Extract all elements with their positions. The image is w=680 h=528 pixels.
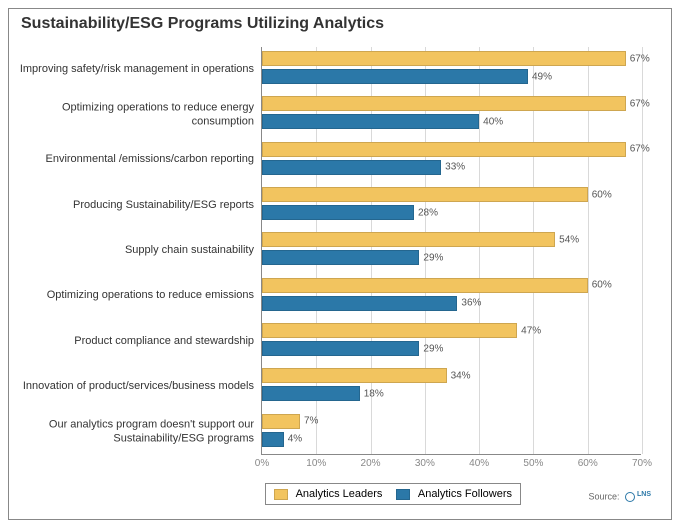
bar-followers: 18% xyxy=(262,386,360,401)
category-row: Innovation of product/services/business … xyxy=(262,364,641,409)
x-tick-label: 60% xyxy=(578,458,598,469)
bar-leaders: 67% xyxy=(262,51,626,66)
legend-label-followers: Analytics Followers xyxy=(418,488,512,500)
bar-fill xyxy=(262,323,517,338)
category-label: Improving safety/risk management in oper… xyxy=(18,63,262,77)
bar-followers: 4% xyxy=(262,432,284,447)
legend-item-leaders: Analytics Leaders xyxy=(274,488,382,500)
category-row: Improving safety/risk management in oper… xyxy=(262,47,641,92)
lns-logo-icon: LNS xyxy=(625,491,653,503)
bar-leaders: 67% xyxy=(262,142,626,157)
bar-fill xyxy=(262,341,419,356)
bar-value-label: 18% xyxy=(364,388,384,399)
category-label: Supply chain sustainability xyxy=(18,244,262,258)
bar-value-label: 67% xyxy=(630,144,650,155)
category-row: Optimizing operations to reduce emission… xyxy=(262,274,641,319)
bar-followers: 29% xyxy=(262,250,419,265)
chart-title: Sustainability/ESG Programs Utilizing An… xyxy=(21,15,384,33)
x-tick-label: 0% xyxy=(255,458,269,469)
legend-swatch-followers xyxy=(396,489,410,500)
bar-fill xyxy=(262,250,419,265)
bar-value-label: 4% xyxy=(288,434,302,445)
category-label: Environmental /emissions/carbon reportin… xyxy=(18,153,262,167)
bar-value-label: 28% xyxy=(418,207,438,218)
bar-followers: 36% xyxy=(262,296,457,311)
bar-fill xyxy=(262,142,626,157)
bar-fill xyxy=(262,432,284,447)
source-prefix: Source: xyxy=(588,491,619,501)
bar-fill xyxy=(262,278,588,293)
bar-followers: 28% xyxy=(262,205,414,220)
category-row: Our analytics program doesn't support ou… xyxy=(262,410,641,455)
bar-value-label: 36% xyxy=(461,298,481,309)
bar-value-label: 29% xyxy=(423,343,443,354)
bar-value-label: 60% xyxy=(592,189,612,200)
bar-leaders: 7% xyxy=(262,414,300,429)
bar-leaders: 67% xyxy=(262,96,626,111)
bar-value-label: 40% xyxy=(483,116,503,127)
legend-item-followers: Analytics Followers xyxy=(396,488,512,500)
bar-value-label: 47% xyxy=(521,325,541,336)
category-row: Supply chain sustainability54%29% xyxy=(262,228,641,273)
bar-fill xyxy=(262,69,528,84)
bar-value-label: 67% xyxy=(630,98,650,109)
bar-fill xyxy=(262,368,447,383)
legend-swatch-leaders xyxy=(274,489,288,500)
category-label: Optimizing operations to reduce energy c… xyxy=(18,101,262,129)
bar-fill xyxy=(262,232,555,247)
bar-value-label: 60% xyxy=(592,280,612,291)
category-label: Optimizing operations to reduce emission… xyxy=(18,289,262,303)
bar-value-label: 29% xyxy=(423,252,443,263)
bar-value-label: 49% xyxy=(532,71,552,82)
chart-container: Sustainability/ESG Programs Utilizing An… xyxy=(8,8,672,520)
bar-followers: 33% xyxy=(262,160,441,175)
bar-value-label: 54% xyxy=(559,234,579,245)
category-row: Product compliance and stewardship47%29% xyxy=(262,319,641,364)
bar-fill xyxy=(262,96,626,111)
bar-fill xyxy=(262,187,588,202)
bar-value-label: 67% xyxy=(630,53,650,64)
source-attribution: Source: LNS xyxy=(588,491,653,503)
bar-followers: 40% xyxy=(262,114,479,129)
bar-fill xyxy=(262,205,414,220)
bar-leaders: 47% xyxy=(262,323,517,338)
bar-fill xyxy=(262,386,360,401)
bar-fill xyxy=(262,114,479,129)
plot-area: 0%10%20%30%40%50%60%70%Improving safety/… xyxy=(261,47,641,455)
category-label: Our analytics program doesn't support ou… xyxy=(18,419,262,447)
bar-leaders: 60% xyxy=(262,187,588,202)
category-row: Environmental /emissions/carbon reportin… xyxy=(262,138,641,183)
bar-leaders: 60% xyxy=(262,278,588,293)
legend: Analytics Leaders Analytics Followers xyxy=(265,483,521,505)
bar-fill xyxy=(262,51,626,66)
bar-leaders: 54% xyxy=(262,232,555,247)
x-tick-label: 30% xyxy=(415,458,435,469)
bar-value-label: 33% xyxy=(445,162,465,173)
bar-followers: 49% xyxy=(262,69,528,84)
category-label: Product compliance and stewardship xyxy=(18,335,262,349)
bar-fill xyxy=(262,296,457,311)
category-row: Producing Sustainability/ESG reports60%2… xyxy=(262,183,641,228)
x-tick-label: 10% xyxy=(306,458,326,469)
bar-followers: 29% xyxy=(262,341,419,356)
bar-value-label: 7% xyxy=(304,416,318,427)
legend-label-leaders: Analytics Leaders xyxy=(296,488,383,500)
bar-fill xyxy=(262,414,300,429)
category-label: Producing Sustainability/ESG reports xyxy=(18,199,262,213)
category-label: Innovation of product/services/business … xyxy=(18,380,262,394)
x-tick-label: 20% xyxy=(361,458,381,469)
x-tick-label: 50% xyxy=(523,458,543,469)
x-tick-label: 40% xyxy=(469,458,489,469)
bar-fill xyxy=(262,160,441,175)
x-tick-label: 70% xyxy=(632,458,652,469)
bar-leaders: 34% xyxy=(262,368,447,383)
category-row: Optimizing operations to reduce energy c… xyxy=(262,92,641,137)
bar-value-label: 34% xyxy=(451,370,471,381)
